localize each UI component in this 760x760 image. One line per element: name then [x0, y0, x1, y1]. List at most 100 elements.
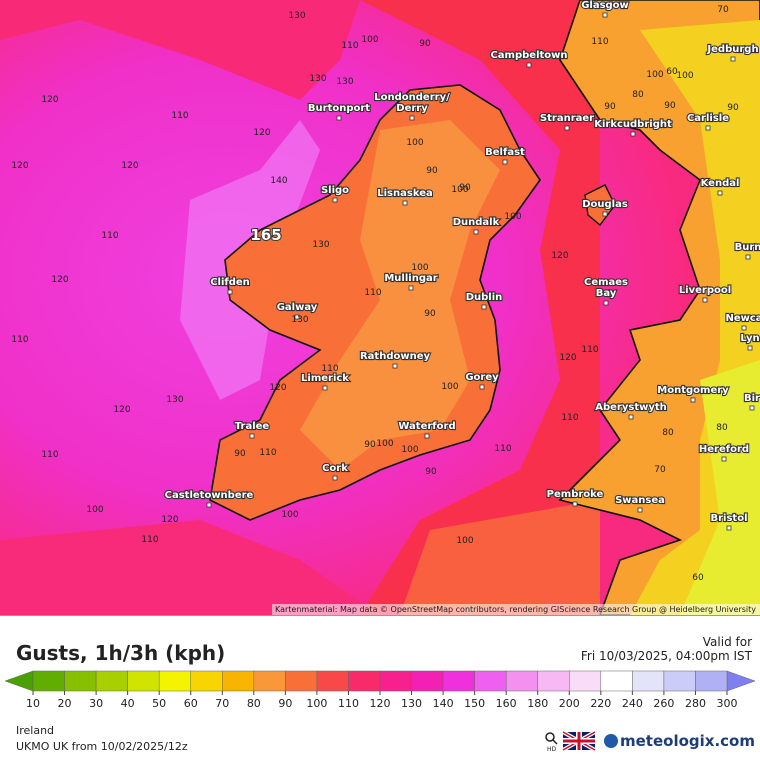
contour-label: 90 — [727, 103, 739, 113]
contour-label: 100 — [361, 35, 378, 45]
contour-label: 60 — [692, 573, 704, 583]
colorbar-tick-label: 110 — [338, 697, 359, 710]
colorbar-segment — [663, 670, 696, 692]
place-marker — [409, 115, 415, 121]
colorbar-tick-label: 120 — [370, 697, 391, 710]
place-marker — [630, 131, 636, 137]
colorbar-segment — [64, 670, 97, 692]
place-label: Dundalk — [453, 217, 500, 228]
place-marker — [637, 507, 643, 513]
colorbar-tick-label: 30 — [89, 697, 103, 710]
contour-label: 90 — [419, 39, 431, 49]
colorbar-segment — [158, 670, 191, 692]
contour-label: 110 — [11, 335, 28, 345]
place-marker — [572, 501, 578, 507]
place-label: Jedburgh — [706, 44, 758, 55]
colorbar-segment — [474, 670, 507, 692]
sea-band — [0, 520, 380, 615]
place-label: Londonderry/ — [374, 92, 450, 103]
search-icon[interactable] — [545, 732, 555, 742]
place-marker — [705, 125, 711, 131]
place-marker — [408, 285, 414, 291]
colorbar-tick-label: 80 — [247, 697, 261, 710]
valid-time: Fri 10/03/2025, 04:00pm IST — [581, 649, 753, 663]
colorbar-tick-label: 100 — [306, 697, 327, 710]
place-label: Montgomery — [657, 385, 729, 396]
place-marker — [602, 12, 608, 18]
contour-label: 110 — [41, 450, 58, 460]
place-label: Dublin — [466, 292, 503, 303]
attribution: Kartenmaterial: Map data © OpenStreetMap… — [275, 605, 756, 614]
contour-label: 120 — [559, 353, 576, 363]
place-marker — [717, 190, 723, 196]
colorbar-tick-label: 280 — [685, 697, 706, 710]
peak-label: 165 — [250, 226, 281, 244]
place-label: Clifden — [210, 277, 250, 288]
colorbar-segment — [32, 670, 65, 692]
colorbar-tick-label: 200 — [559, 697, 580, 710]
colorbar-high — [726, 670, 756, 692]
place-marker — [332, 197, 338, 203]
contour-label: 70 — [654, 465, 666, 475]
place-label: Derry — [396, 103, 428, 114]
contour-label: 120 — [161, 515, 178, 525]
colorbar-tick-label: 10 — [26, 697, 40, 710]
place-marker — [526, 62, 532, 68]
contour-label: 100 — [451, 185, 468, 195]
place-label: Belfast — [485, 147, 525, 158]
contour-label: 60 — [666, 67, 678, 77]
contour-label: 120 — [269, 383, 286, 393]
place-marker — [206, 502, 212, 508]
uk-flag[interactable] — [562, 730, 596, 752]
colorbar-segment — [190, 670, 223, 692]
colorbar-tick-label: 130 — [401, 697, 422, 710]
colorbar-segment — [253, 670, 286, 692]
contour-label: 100 — [456, 536, 473, 546]
region: Ireland — [16, 724, 54, 737]
place-marker — [409, 104, 415, 110]
brand-logo — [604, 734, 618, 748]
contour-label: 90 — [459, 183, 471, 193]
sea-band — [360, 0, 600, 615]
model-run: UKMO UK from 10/02/2025/12z — [16, 740, 188, 753]
place-label: Kirkcudbright — [594, 119, 672, 130]
contour-label: 110 — [171, 111, 188, 121]
colorbar-low — [4, 670, 34, 692]
contour-label: 120 — [253, 128, 270, 138]
place-marker — [690, 397, 696, 403]
place-marker — [402, 200, 408, 206]
place-label: Mullingar — [384, 273, 437, 284]
place-marker — [741, 325, 747, 331]
land-band — [300, 120, 500, 470]
contour-label: 90 — [425, 467, 437, 477]
contour-label: 130 — [309, 74, 326, 84]
contour-label: 110 — [341, 41, 358, 51]
colorbar-segment — [505, 670, 538, 692]
place-marker — [336, 115, 342, 121]
contour-label: 120 — [11, 161, 28, 171]
place-marker — [473, 229, 479, 235]
contour-label: 100 — [406, 138, 423, 148]
contour-label: 130 — [312, 240, 329, 250]
place-label: Cemaes — [584, 277, 628, 288]
contour-label: 120 — [551, 251, 568, 261]
place-label: Limerick — [301, 373, 349, 384]
place-marker — [294, 314, 300, 320]
contour-label: 100 — [281, 510, 298, 520]
place-marker — [745, 254, 751, 260]
place-marker — [479, 384, 485, 390]
sea-band — [0, 0, 360, 100]
brand[interactable]: meteologix.com — [620, 732, 755, 750]
colorbar-tick-label: 40 — [121, 697, 135, 710]
land-band — [680, 360, 760, 615]
place-label: Glasgow — [581, 0, 629, 11]
hd: HD — [547, 746, 557, 753]
contour-label: 120 — [51, 275, 68, 285]
colorbar-tick-label: 180 — [527, 697, 548, 710]
colorbar-tick-label: 220 — [590, 697, 611, 710]
contour-label: 110 — [581, 345, 598, 355]
place-marker — [249, 433, 255, 439]
contour-label: 140 — [270, 176, 287, 186]
place-label: Liverpool — [679, 285, 731, 296]
